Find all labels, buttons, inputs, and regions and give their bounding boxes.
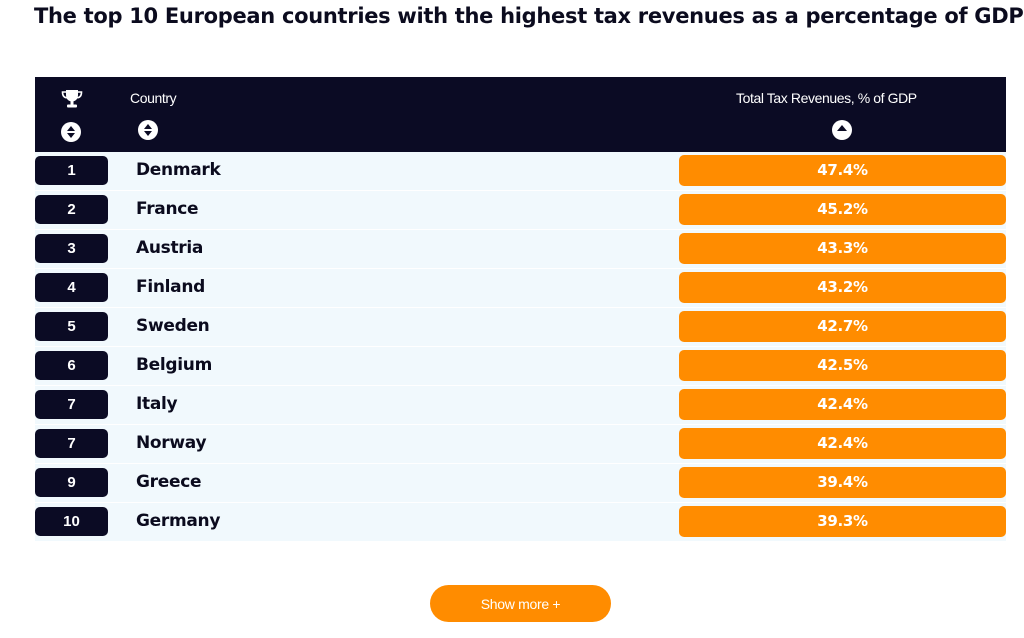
show-more-button[interactable]: Show more + (430, 585, 611, 622)
country-name: Greece (136, 472, 202, 492)
country-name: France (136, 199, 199, 219)
country-name: Austria (136, 238, 204, 258)
rank-badge: 3 (35, 234, 108, 263)
rank-badge: 7 (35, 390, 108, 419)
tax-revenue-bar: 43.2% (679, 272, 1006, 303)
country-name: Germany (136, 511, 221, 531)
table-row: 3 Austria 43.3% (35, 230, 1006, 269)
tax-revenue-bar: 42.4% (679, 428, 1006, 459)
rank-badge: 2 (35, 195, 108, 224)
table-row: 6 Belgium 42.5% (35, 347, 1006, 386)
column-header-country: Country (130, 90, 177, 106)
trophy-icon (61, 89, 83, 109)
tax-revenue-bar: 47.4% (679, 155, 1006, 186)
rank-badge: 4 (35, 273, 108, 302)
ranking-table: Country Total Tax Revenues, % of GDP 1 De… (35, 77, 1006, 542)
rank-badge: 1 (35, 156, 108, 185)
country-name: Finland (136, 277, 206, 297)
table-row: 9 Greece 39.4% (35, 464, 1006, 503)
sort-country-icon[interactable] (138, 120, 158, 140)
rank-badge: 6 (35, 351, 108, 380)
table-header: Country Total Tax Revenues, % of GDP (35, 77, 1006, 152)
tax-revenue-bar: 45.2% (679, 194, 1006, 225)
table-body: 1 Denmark 47.4% 2 France 45.2% 3 Austria 43.3% 4 F… (35, 152, 1006, 542)
sort-descending-icon[interactable] (832, 120, 852, 140)
table-row: 4 Finland 43.2% (35, 269, 1006, 308)
table-row: 10 Germany 39.3% (35, 503, 1006, 542)
tax-revenue-bar: 39.4% (679, 467, 1006, 498)
rank-badge: 9 (35, 468, 108, 497)
country-name: Norway (136, 433, 207, 453)
country-name: Sweden (136, 316, 210, 336)
tax-revenue-bar: 42.5% (679, 350, 1006, 381)
tax-revenue-bar: 39.3% (679, 506, 1006, 537)
rank-badge: 7 (35, 429, 108, 458)
country-name: Italy (136, 394, 178, 414)
tax-revenue-bar: 43.3% (679, 233, 1006, 264)
tax-revenue-bar: 42.7% (679, 311, 1006, 342)
table-row: 7 Norway 42.4% (35, 425, 1006, 464)
rank-badge: 10 (35, 507, 108, 536)
rank-badge: 5 (35, 312, 108, 341)
country-name: Denmark (136, 160, 221, 180)
country-name: Belgium (136, 355, 213, 375)
page-title: The top 10 European countries with the h… (34, 4, 1024, 28)
table-row: 1 Denmark 47.4% (35, 152, 1006, 191)
sort-rank-icon[interactable] (61, 122, 81, 142)
table-row: 7 Italy 42.4% (35, 386, 1006, 425)
table-row: 2 France 45.2% (35, 191, 1006, 230)
column-header-tax-revenue: Total Tax Revenues, % of GDP (736, 90, 917, 106)
tax-revenue-bar: 42.4% (679, 389, 1006, 420)
table-row: 5 Sweden 42.7% (35, 308, 1006, 347)
